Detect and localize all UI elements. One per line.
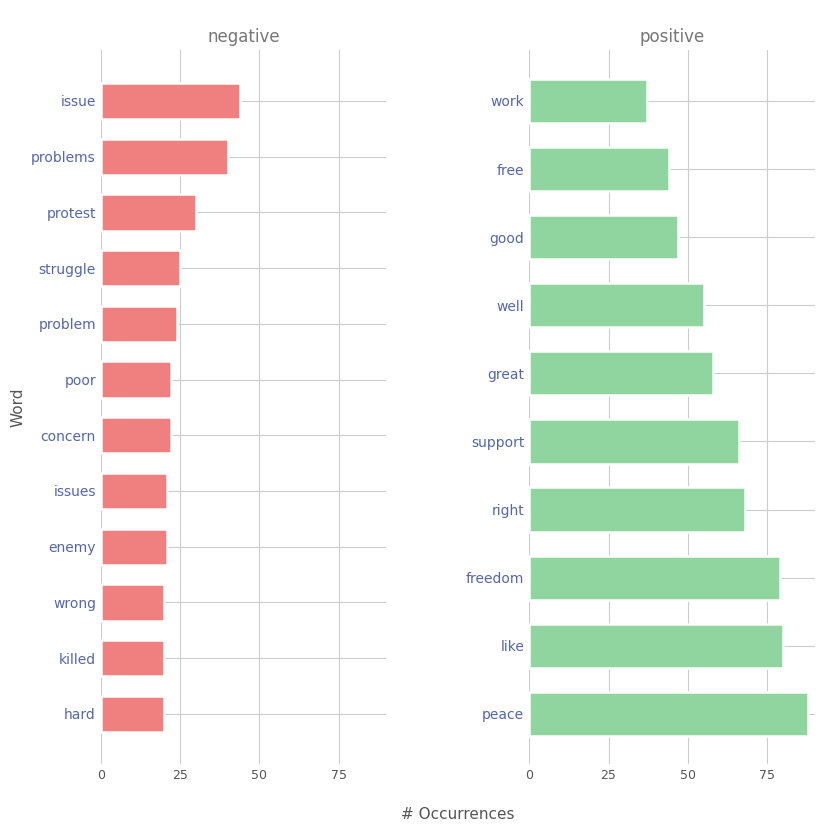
Bar: [101, 417, 171, 454]
Bar: [529, 691, 808, 736]
Bar: [529, 555, 780, 600]
Bar: [101, 306, 177, 342]
Text: # Occurrences: # Occurrences: [401, 807, 515, 822]
Bar: [529, 487, 745, 532]
Title: positive: positive: [639, 28, 705, 46]
Bar: [101, 194, 196, 230]
Bar: [101, 696, 165, 732]
Title: negative: negative: [207, 28, 280, 46]
Bar: [101, 640, 165, 676]
Bar: [529, 283, 704, 328]
Bar: [529, 351, 713, 396]
Bar: [101, 528, 167, 564]
Bar: [529, 419, 738, 464]
Bar: [101, 139, 228, 175]
Y-axis label: Word: Word: [11, 387, 26, 428]
Bar: [101, 250, 180, 286]
Bar: [529, 215, 679, 260]
Bar: [529, 623, 783, 668]
Bar: [101, 473, 167, 509]
Bar: [101, 83, 240, 119]
Bar: [529, 79, 647, 123]
Bar: [529, 147, 669, 192]
Bar: [101, 361, 171, 397]
Bar: [101, 585, 165, 621]
